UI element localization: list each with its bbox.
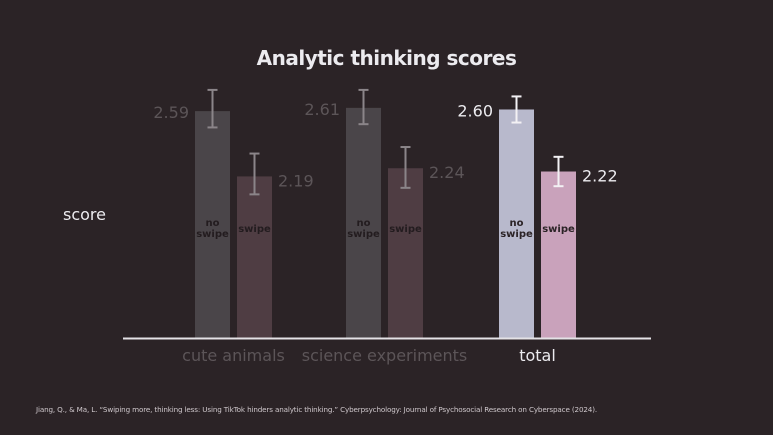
citation: Jiang, Q., & Ma, L. “Swiping more, think… [36,405,598,414]
bar-label: no [357,218,371,229]
bar-no-swipe [499,109,534,338]
bar-label: swipe [238,224,271,235]
x-tick-label: science experiments [302,346,468,365]
x-tick-label: total [519,346,556,365]
bar-label: no [510,218,524,229]
bar-label: swipe [347,229,380,240]
y-axis-label: score [63,205,106,224]
data-label: 2.19 [278,171,314,190]
bar-swipe [541,171,576,338]
bar-label: swipe [500,229,533,240]
data-label: 2.24 [429,163,465,182]
bar-label: no [206,218,220,229]
bar-label: swipe [389,224,422,235]
bar-label: swipe [542,224,575,235]
bar-no-swipe [346,107,381,338]
bar-swipe [237,176,272,338]
x-tick-label: cute animals [182,346,285,365]
bar-no-swipe [195,111,230,339]
data-label: 2.60 [457,101,493,120]
chart-title: Analytic thinking scores [256,46,517,70]
bar-label: swipe [196,229,229,240]
data-label: 2.22 [582,167,618,186]
data-label: 2.59 [153,103,189,122]
bar-swipe [388,168,423,338]
data-label: 2.61 [304,100,340,119]
